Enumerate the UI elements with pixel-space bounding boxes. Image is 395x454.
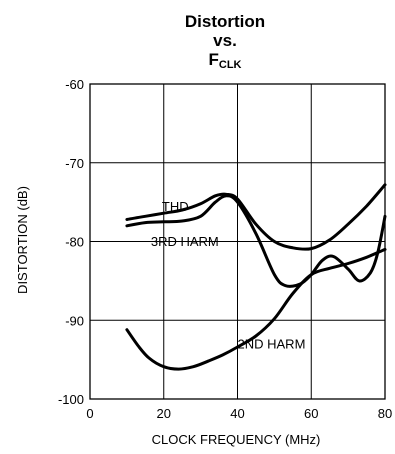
x-tick-labels: 0 20 40 60 80 bbox=[86, 406, 392, 421]
x-tick-label: 80 bbox=[378, 406, 392, 421]
title-line-2: vs. bbox=[213, 31, 237, 50]
grid-lines bbox=[90, 84, 385, 399]
y-tick-label: -90 bbox=[65, 313, 84, 328]
x-tick-label: 40 bbox=[230, 406, 244, 421]
annotation-3rd-harm: 3RD HARM bbox=[151, 234, 219, 249]
title-line-1: Distortion bbox=[185, 12, 265, 31]
annotation-2nd-harm: 2ND HARM bbox=[238, 337, 306, 352]
y-axis-label: DISTORTION (dB) bbox=[15, 186, 30, 294]
x-tick-label: 0 bbox=[86, 406, 93, 421]
y-tick-label: -100 bbox=[58, 392, 84, 407]
chart-title: Distortion vs. FCLK bbox=[185, 12, 265, 71]
title-line-3-subscript: CLK bbox=[219, 59, 242, 71]
series-line-2nd-harm bbox=[125, 247, 387, 371]
y-tick-label: -60 bbox=[65, 77, 84, 92]
title-line-3-main: F bbox=[209, 50, 219, 69]
series-annotations: THD 3RD HARM 2ND HARM bbox=[151, 199, 306, 352]
series-line-3rd-harm bbox=[125, 194, 387, 288]
series-line-thd bbox=[125, 183, 387, 251]
y-tick-label: -70 bbox=[65, 156, 84, 171]
y-tick-label: -80 bbox=[65, 235, 84, 250]
y-tick-labels: -60 -70 -80 -90 -100 bbox=[58, 77, 84, 407]
plot-frame bbox=[89, 83, 386, 400]
x-axis-label: CLOCK FREQUENCY (MHz) bbox=[152, 432, 321, 447]
series-lines bbox=[125, 183, 387, 371]
annotation-thd: THD bbox=[162, 199, 189, 214]
title-line-3: FCLK bbox=[209, 50, 242, 71]
x-tick-label: 20 bbox=[157, 406, 171, 421]
x-tick-label: 60 bbox=[304, 406, 318, 421]
